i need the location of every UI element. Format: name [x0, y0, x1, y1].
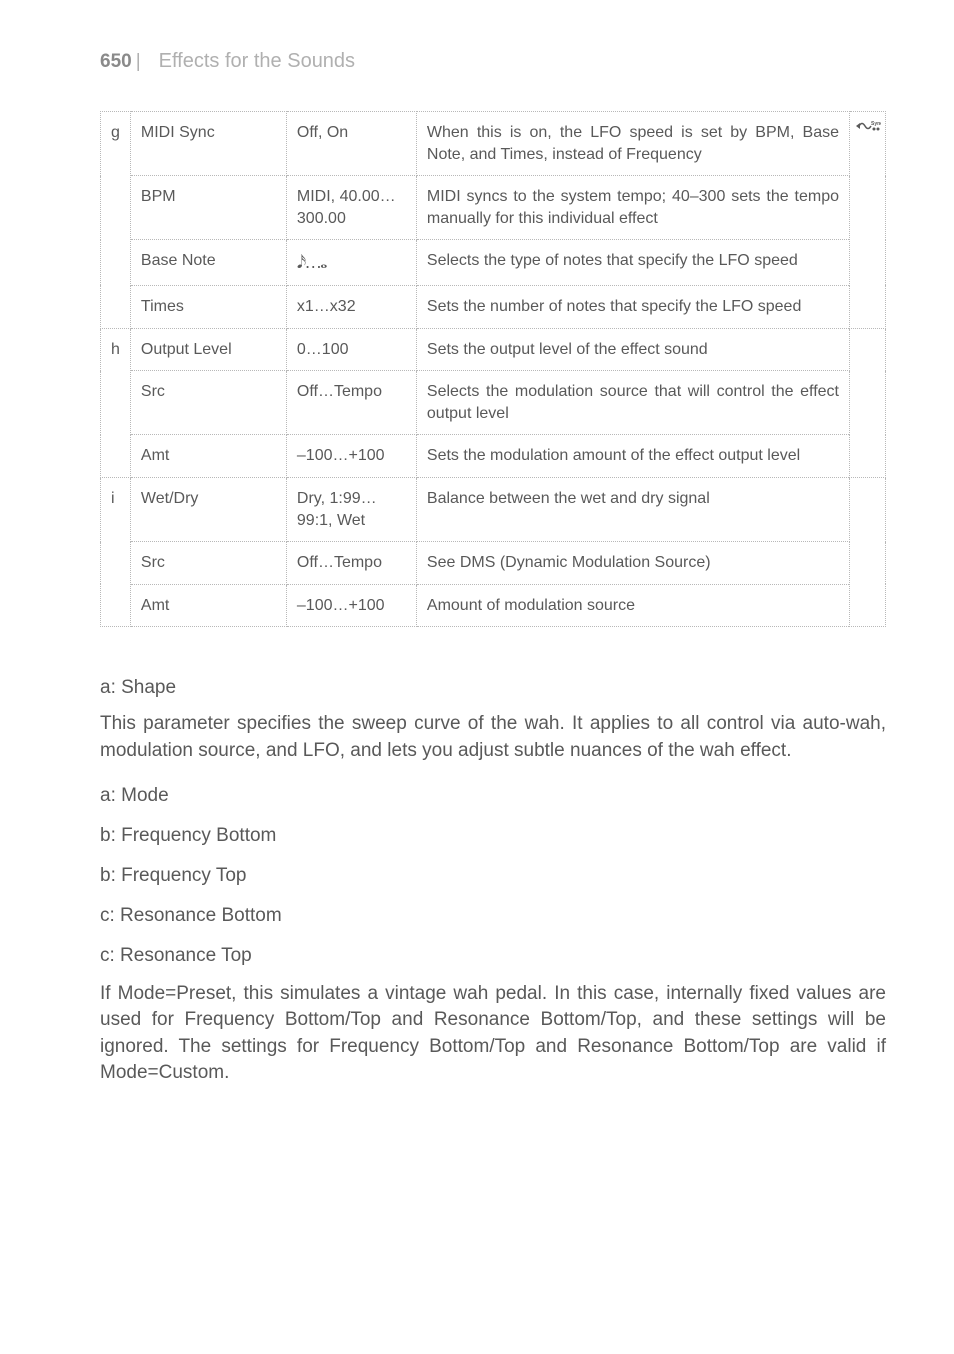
- param-name: Src: [130, 371, 286, 435]
- param-range: Dry, 1:99…99:1, Wet: [286, 477, 416, 541]
- table-row: Src Off…Tempo See DMS (Dynamic Modulatio…: [101, 542, 886, 585]
- param-range: 𝅘𝅥𝅯…𝅝: [286, 240, 416, 286]
- row-index: g: [101, 112, 131, 329]
- table-row: Amt –100…+100 Sets the modulation amount…: [101, 435, 886, 478]
- param-desc: See DMS (Dynamic Modulation Source): [416, 542, 849, 585]
- param-name: Amt: [130, 584, 286, 627]
- section-heading-freq-top: b: Frequency Top: [100, 865, 886, 887]
- param-range: Off…Tempo: [286, 371, 416, 435]
- page-number: 650: [100, 51, 132, 73]
- param-range: MIDI, 40.00… 300.00: [286, 176, 416, 240]
- table-row: Times x1…x32 Sets the number of notes th…: [101, 285, 886, 328]
- param-range: Off, On: [286, 112, 416, 176]
- table-row: h Output Level 0…100 Sets the output lev…: [101, 328, 886, 371]
- param-desc: Sets the number of notes that specify th…: [416, 285, 849, 328]
- param-name: Src: [130, 542, 286, 585]
- svg-text:Sync: Sync: [871, 121, 881, 127]
- row-index: h: [101, 328, 131, 477]
- table-row: g MIDI Sync Off, On When this is on, the…: [101, 112, 886, 176]
- param-name: Times: [130, 285, 286, 328]
- param-desc: Selects the type of notes that specify t…: [416, 240, 849, 286]
- param-name: Base Note: [130, 240, 286, 286]
- param-name: Wet/Dry: [130, 477, 286, 541]
- section-heading-res-top: c: Resonance Top: [100, 945, 886, 967]
- table-row: Src Off…Tempo Selects the modulation sou…: [101, 371, 886, 435]
- table-row: Amt –100…+100 Amount of modulation sourc…: [101, 584, 886, 627]
- table-row: i Wet/Dry Dry, 1:99…99:1, Wet Balance be…: [101, 477, 886, 541]
- body-text-mode: If Mode=Preset, this simulates a vintage…: [100, 981, 886, 1087]
- section-heading-res-bottom: c: Resonance Bottom: [100, 905, 886, 927]
- icon-cell: [850, 477, 886, 626]
- table-row: BPM MIDI, 40.00… 300.00 MIDI syncs to th…: [101, 176, 886, 240]
- param-range: –100…+100: [286, 435, 416, 478]
- page-title: Effects for the Sounds: [159, 50, 355, 73]
- page-separator: |: [136, 51, 141, 73]
- table-row: Base Note 𝅘𝅥𝅯…𝅝 Selects the type of note…: [101, 240, 886, 286]
- param-headings-list: a: Mode b: Frequency Bottom b: Frequency…: [100, 785, 886, 967]
- page-header: 650 | Effects for the Sounds: [100, 50, 886, 73]
- param-range: Off…Tempo: [286, 542, 416, 585]
- param-name: Amt: [130, 435, 286, 478]
- param-desc: Amount of modulation source: [416, 584, 849, 627]
- param-name: MIDI Sync: [130, 112, 286, 176]
- section-heading-freq-bottom: b: Frequency Bottom: [100, 825, 886, 847]
- icon-cell: [850, 328, 886, 477]
- param-name: BPM: [130, 176, 286, 240]
- midi-sync-icon: Sync: [855, 120, 881, 136]
- section-heading-mode: a: Mode: [100, 785, 886, 807]
- param-desc: MIDI syncs to the system tempo; 40–300 s…: [416, 176, 849, 240]
- param-range: –100…+100: [286, 584, 416, 627]
- parameter-table: g MIDI Sync Off, On When this is on, the…: [100, 111, 886, 627]
- param-desc: When this is on, the LFO speed is set by…: [416, 112, 849, 176]
- param-desc: Sets the output level of the effect soun…: [416, 328, 849, 371]
- param-desc: Sets the modulation amount of the effect…: [416, 435, 849, 478]
- param-desc: Balance between the wet and dry signal: [416, 477, 849, 541]
- music-note-icon: 𝅘𝅥𝅯…𝅝: [297, 252, 326, 272]
- param-name: Output Level: [130, 328, 286, 371]
- param-desc: Selects the modulation source that will …: [416, 371, 849, 435]
- param-range: 0…100: [286, 328, 416, 371]
- row-index: i: [101, 477, 131, 626]
- sync-icon-cell: Sync: [850, 112, 886, 329]
- section-heading-shape: a: Shape: [100, 677, 886, 699]
- param-range: x1…x32: [286, 285, 416, 328]
- body-text-shape: This parameter specifies the sweep curve…: [100, 711, 886, 764]
